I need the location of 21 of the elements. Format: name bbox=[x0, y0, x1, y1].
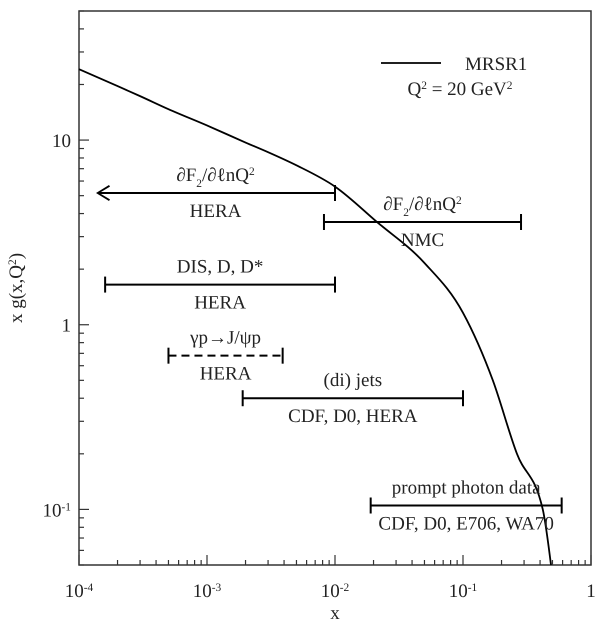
annotation: (di) jets bbox=[324, 370, 382, 392]
annotation: HERA bbox=[194, 292, 246, 314]
annotation: NMC bbox=[400, 230, 444, 252]
x-tick-label: 10$^{-2}$ bbox=[320, 581, 350, 602]
y-tick-label: 1 bbox=[62, 316, 71, 337]
x-tick-label: 1 bbox=[586, 581, 595, 602]
y-tick-label: 10 bbox=[52, 131, 71, 152]
x-tick-label: 10$^{-1}$ bbox=[448, 581, 478, 602]
annotation: CDF, D0, HERA bbox=[288, 406, 418, 428]
annotation: ∂F$_{2}$/∂ℓnQ$^{2}$ bbox=[383, 194, 462, 220]
y-tick-label: 10$^{-1}$ bbox=[42, 500, 72, 522]
annotation: γp→J/ψp bbox=[189, 328, 262, 349]
annotation: DIS, D, D* bbox=[176, 256, 264, 278]
x-tick-label: 10$^{-4}$ bbox=[64, 581, 94, 602]
legend-label: MRSR1 bbox=[465, 54, 528, 75]
annotation: HERA bbox=[190, 201, 242, 222]
x-tick-label: 10$^{-3}$ bbox=[192, 581, 222, 602]
annotation: ∂F$_{2}$/∂ℓnQ$^{2}$ bbox=[176, 165, 255, 190]
annotation: HERA bbox=[200, 364, 252, 385]
annotation: Q$^{2}$ = 20 GeV$^{2}$ bbox=[408, 79, 513, 100]
x-axis-title: x bbox=[330, 603, 340, 624]
